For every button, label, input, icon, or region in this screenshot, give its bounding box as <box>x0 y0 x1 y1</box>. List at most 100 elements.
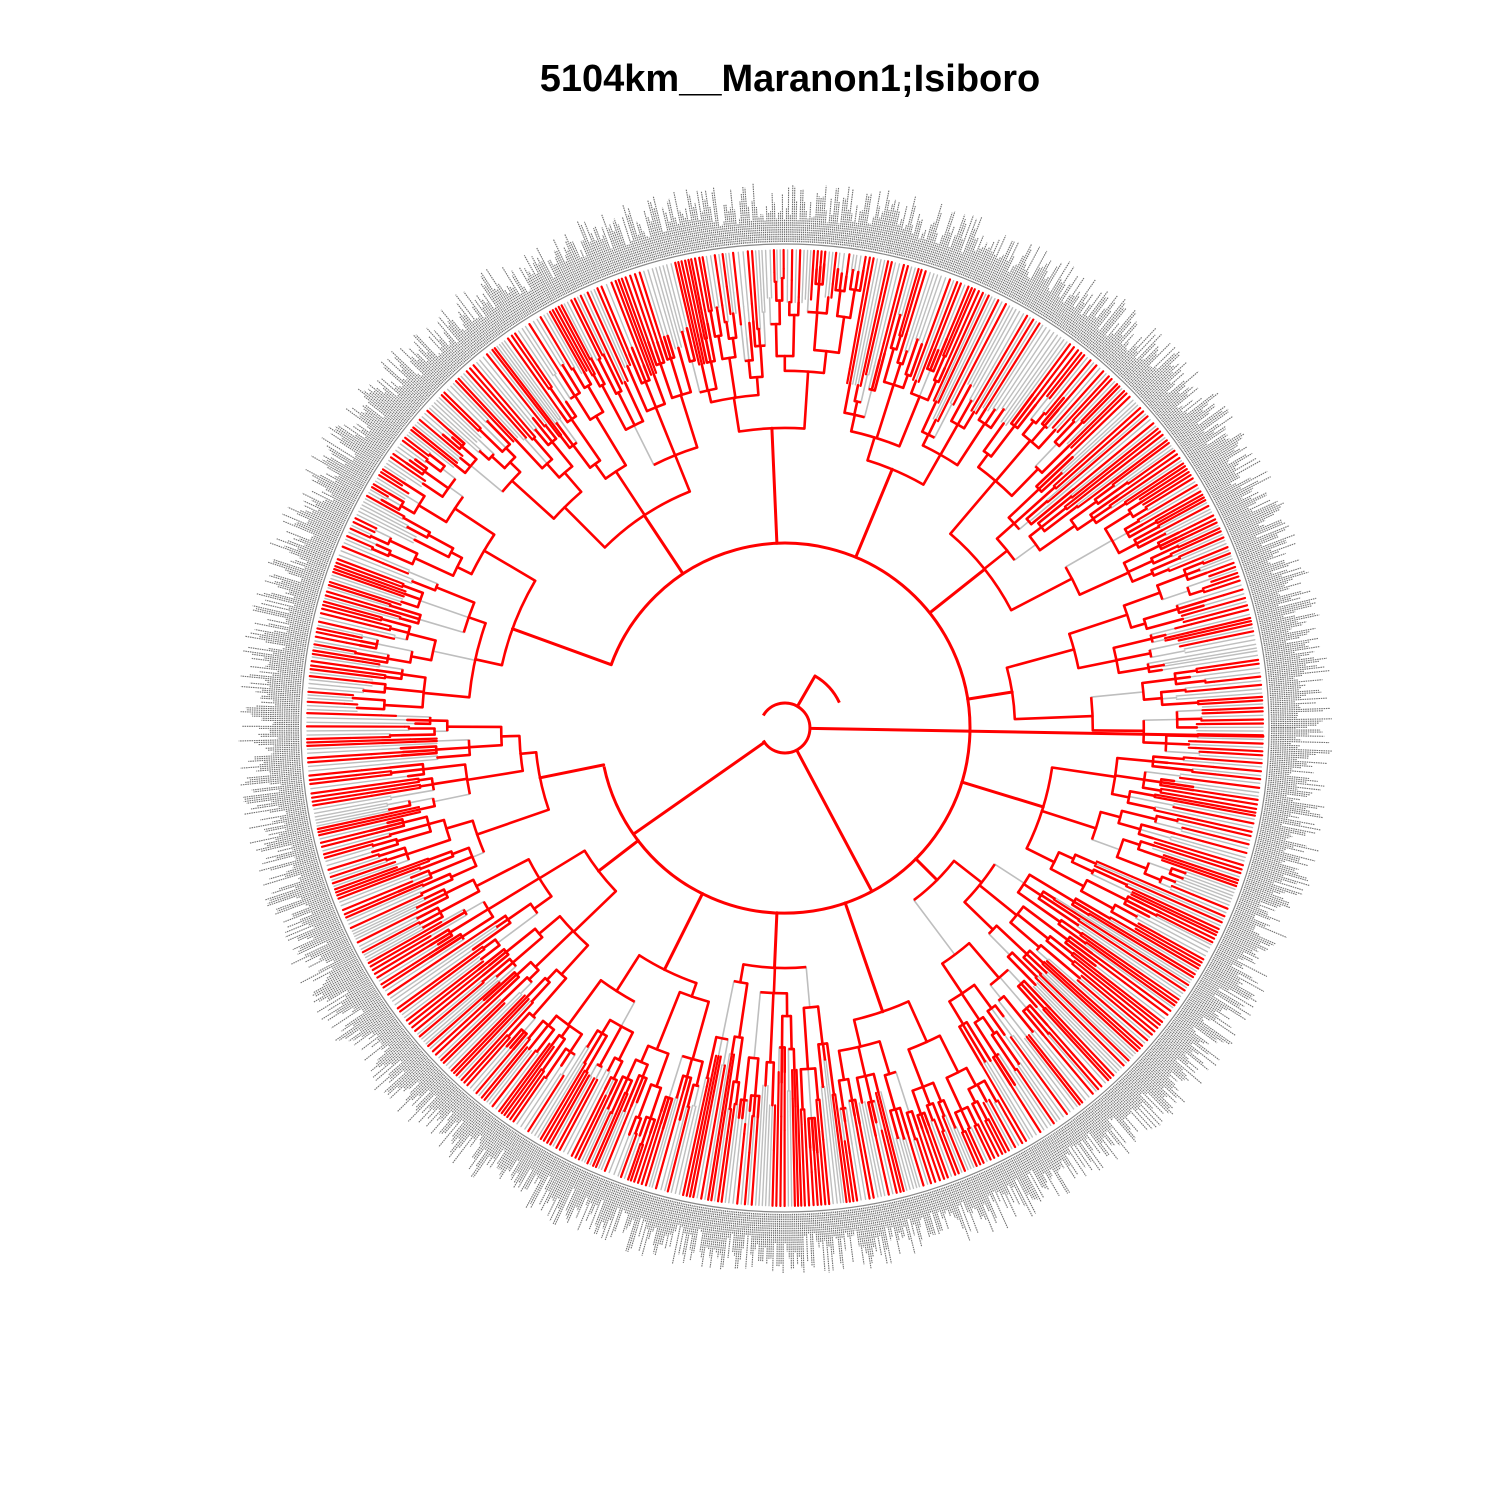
red-branch <box>967 1128 985 1164</box>
tip-label <box>328 958 358 976</box>
tip-label <box>1238 902 1269 916</box>
tip-label <box>841 186 850 246</box>
grey-branch <box>769 249 772 281</box>
red-branch <box>738 426 805 433</box>
red-branch <box>677 261 699 346</box>
tip-label <box>275 831 311 841</box>
red-branch <box>1147 471 1190 499</box>
grey-branch <box>385 954 441 992</box>
red-branch <box>960 1131 971 1150</box>
grey-branch <box>327 587 378 604</box>
red-branch <box>401 439 418 452</box>
tip-label <box>1103 1094 1125 1120</box>
tip-labels <box>238 182 1332 1274</box>
tip-label <box>508 1140 529 1172</box>
grey-branch <box>995 399 1004 412</box>
tip-label <box>1056 291 1081 326</box>
tip-label <box>1268 779 1325 787</box>
red-branch <box>1039 943 1081 980</box>
red-branch <box>468 622 487 698</box>
red-branch <box>1201 582 1220 590</box>
red-branch <box>1156 531 1180 545</box>
tip-label <box>888 1202 901 1255</box>
red-branch <box>1156 490 1202 517</box>
tip-label <box>1206 457 1257 488</box>
red-branch <box>968 1079 986 1091</box>
red-branch <box>978 418 992 429</box>
tip-label <box>264 880 324 901</box>
red-branch <box>609 1018 634 1034</box>
grey-branch <box>935 377 948 403</box>
red-branch <box>734 1081 741 1106</box>
red-branch <box>1025 952 1048 974</box>
tip-label <box>486 1129 512 1166</box>
grey-branch <box>761 1084 764 1099</box>
red-branch <box>1049 354 1086 398</box>
tip-label <box>902 1199 909 1219</box>
grey-branch <box>473 435 480 441</box>
red-branch <box>760 990 787 995</box>
red-branch <box>966 690 1014 701</box>
red-branch <box>1027 1034 1044 1053</box>
red-branch <box>472 981 485 993</box>
red-branch <box>418 990 475 1038</box>
red-branch <box>971 1102 981 1120</box>
red-branch <box>848 1098 856 1103</box>
grey-branch <box>902 1138 909 1157</box>
red-branch <box>423 895 450 911</box>
tip-label <box>1157 386 1194 417</box>
red-branch <box>839 1106 847 1111</box>
grey-branch <box>747 309 751 324</box>
red-branch <box>1025 847 1056 864</box>
red-branch <box>848 288 857 320</box>
red-branch <box>1197 699 1264 706</box>
red-branch <box>1127 559 1154 574</box>
red-branch <box>853 1114 863 1152</box>
tip-label <box>890 1202 900 1241</box>
red-branch <box>731 312 738 340</box>
red-branch <box>1076 517 1095 531</box>
red-branch <box>366 783 421 795</box>
tip-label <box>736 1212 743 1269</box>
red-branch <box>1188 588 1205 597</box>
red-branch <box>376 890 400 902</box>
red-branch <box>1184 687 1217 693</box>
red-branch <box>1184 795 1258 811</box>
tip-label <box>580 240 598 280</box>
grey-branch <box>356 718 409 721</box>
red-branch <box>653 319 663 343</box>
red-branch <box>501 443 511 453</box>
red-branch <box>638 1115 648 1137</box>
tip-label <box>264 679 302 685</box>
red-branch <box>395 580 405 586</box>
grey-branch <box>407 453 417 461</box>
grey-branch <box>922 280 955 363</box>
tip-label <box>1108 1089 1131 1114</box>
red-branch <box>1182 569 1190 581</box>
red-branch <box>511 627 613 667</box>
tip-label <box>523 255 551 303</box>
grey-branch <box>1035 1058 1075 1110</box>
tip-label <box>1251 578 1293 592</box>
tip-label <box>827 1212 834 1271</box>
red-branch <box>1182 560 1205 572</box>
red-branch <box>1081 931 1180 1001</box>
tip-label <box>1269 759 1327 764</box>
red-branch <box>1046 346 1076 383</box>
grey-branch <box>906 1144 921 1188</box>
grey-branch <box>1158 882 1172 889</box>
tip-label <box>863 223 870 249</box>
red-branch <box>388 762 425 769</box>
tip-label <box>558 1165 575 1199</box>
grey-branch <box>399 876 412 883</box>
tip-label <box>310 904 333 915</box>
tip-label <box>524 1150 547 1190</box>
grey-branch <box>1165 502 1208 525</box>
red-branch <box>1217 575 1240 585</box>
red-branch <box>1043 505 1079 533</box>
red-branch <box>843 382 852 415</box>
tip-label <box>367 388 409 422</box>
red-branch <box>1110 757 1119 795</box>
red-branch <box>959 290 981 335</box>
red-branch <box>1193 514 1215 526</box>
